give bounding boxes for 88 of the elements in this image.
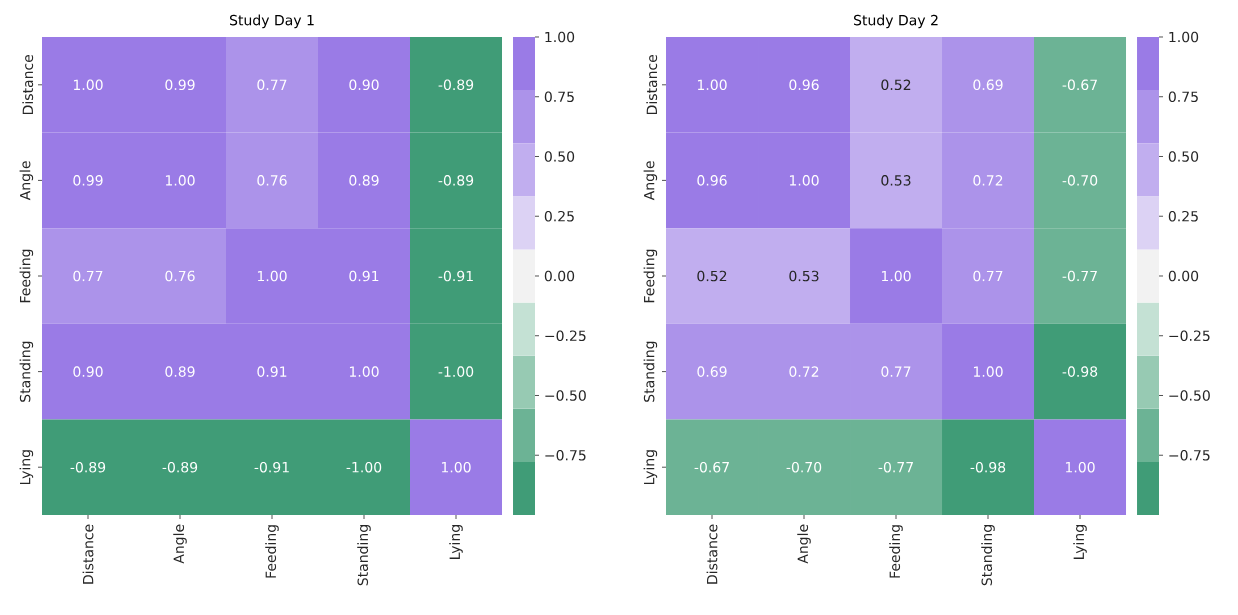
data-label: 0.99 [73,175,103,186]
data-label: -0.89 [438,175,474,186]
data-label: 1.00 [257,270,287,282]
data-label: -0.67 [694,461,729,473]
x-tick-label: Standing [357,525,371,586]
color-bar-label: −0.75 [1169,449,1210,461]
data-label: 0.91 [349,270,379,282]
data-label: 0.52 [697,270,727,282]
y-tick-label: Angle [643,161,658,201]
data-label: 1.00 [973,366,1003,377]
data-label: 0.72 [789,366,819,377]
color-bar-label: 0.50 [544,151,575,162]
data-label: -0.98 [970,461,1006,473]
data-label: 1.00 [1065,461,1095,473]
color-bar-label: 1.00 [545,31,575,43]
data-label: -0.91 [438,270,473,282]
color-bar-label: −0.25 [1169,330,1210,342]
color-bar-label: −0.25 [545,330,586,342]
data-label: 0.77 [973,270,1003,282]
data-label: -0.70 [1062,175,1098,186]
color-bar-label: −0.75 [545,449,586,461]
data-label: 1.00 [881,270,911,282]
color-bar-label: 0.00 [544,270,575,282]
chart-title: Study Day 1 [229,14,314,29]
data-label: 0.69 [697,366,727,377]
data-label: 0.90 [349,79,379,91]
data-label: -0.67 [1062,79,1097,91]
data-label: 0.72 [973,175,1003,186]
data-label: 0.76 [257,175,287,186]
chart-title: Study Day 2 [854,14,938,29]
data-label: 0.90 [73,366,103,377]
x-tick-label: Distance [82,524,94,584]
y-tick-label: Lying [19,450,34,485]
color-bar-label: 0.25 [1168,210,1198,222]
data-label: 0.96 [697,175,727,186]
x-tick-label: Standing [981,525,995,586]
color-bar-label: 0.75 [1168,91,1198,103]
data-label: -0.77 [1062,270,1097,282]
color-bar-label: −0.50 [1169,390,1210,401]
x-tick-label: Feeding [889,525,903,578]
data-label: -0.91 [254,461,289,473]
data-label: 0.77 [73,270,103,282]
data-label: -1.00 [438,366,474,377]
data-label: 1.00 [349,366,379,377]
data-label: -0.98 [1062,366,1098,377]
color-bar-label: −0.50 [545,390,586,401]
data-label: 0.53 [881,175,911,186]
y-tick-label: Angle [19,161,34,201]
y-tick-label: Lying [643,450,658,485]
data-label: 1.00 [441,461,471,473]
data-label: 1.00 [789,175,819,186]
data-label: 0.89 [165,366,195,377]
x-tick-label: Feeding [265,525,279,578]
color-bar-label: 0.25 [544,210,574,222]
x-tick-label: Angle [173,524,187,564]
x-tick-label: Distance [706,524,718,584]
y-tick-label: Distance [646,54,658,115]
data-label: 0.89 [349,175,379,186]
data-label: 1.00 [697,79,727,91]
data-label: 0.69 [973,79,1003,91]
y-tick-label: Feeding [19,249,34,303]
y-tick-label: Standing [19,341,34,402]
data-label: 0.96 [789,79,819,91]
color-bar-label: 0.75 [544,91,574,103]
data-label: 0.91 [257,366,287,377]
y-tick-label: Standing [643,341,658,402]
x-tick-label: Lying [449,525,463,559]
data-label: 1.00 [165,175,195,186]
data-label: 0.77 [257,79,287,91]
color-bar-label: 0.50 [1168,151,1199,162]
data-label: 0.52 [881,79,911,91]
data-label: 1.00 [73,79,103,91]
y-tick-label: Distance [22,54,34,115]
data-label: -0.89 [438,79,474,91]
data-label: -0.89 [70,461,106,473]
data-label: -1.00 [346,461,382,473]
data-label: 0.77 [881,366,911,377]
data-label: 0.76 [165,270,195,282]
x-tick-label: Angle [797,524,811,564]
color-bar-label: 1.00 [1169,31,1199,43]
data-label: -0.70 [786,461,822,473]
data-label: 0.53 [789,270,819,282]
data-label: 0.99 [165,79,195,91]
data-label: -0.77 [878,461,913,473]
data-label: -0.89 [162,461,198,473]
x-tick-label: Lying [1073,525,1087,559]
y-tick-label: Feeding [643,249,658,303]
color-bar-label: 0.00 [1168,270,1199,282]
